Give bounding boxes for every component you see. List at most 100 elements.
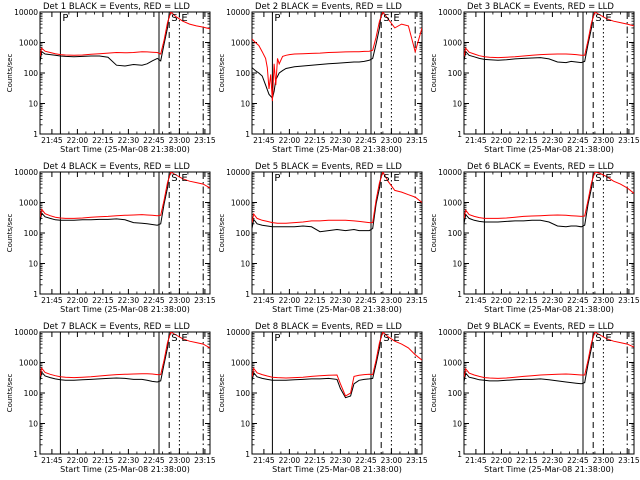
phase-marker-p: P (274, 333, 280, 344)
x-tick-label: 23:15 (618, 456, 640, 465)
x-tick-label: 22:30 (118, 296, 140, 305)
x-tick-label: 22:15 (304, 296, 326, 305)
x-tick-label: 23:15 (618, 296, 640, 305)
series-line-events (252, 173, 382, 233)
x-tick-label: 21:45 (253, 456, 275, 465)
y-tick-label: 10 (240, 100, 250, 109)
series-line-lld (464, 172, 634, 219)
x-tick-label: 22:30 (330, 456, 352, 465)
panel-title: Det 9 BLACK = Events, RED = LLD (467, 322, 614, 332)
y-tick-label: 1 (33, 450, 38, 459)
phase-marker-e: E (605, 13, 611, 24)
y-tick-label: 10000 (14, 168, 38, 177)
y-tick-label: 100 (236, 229, 251, 238)
x-tick-label: 22:15 (304, 456, 326, 465)
series-line-events (40, 173, 170, 226)
x-tick-label: 23:15 (194, 456, 216, 465)
x-tick-label: 22:00 (279, 296, 301, 305)
y-tick-label: 1000 (443, 39, 462, 48)
detector-panel-1: Det 1 BLACK = Events, RED = LLD 1 10 100 100… (6, 2, 216, 154)
y-tick-label: 1000 (19, 359, 38, 368)
phase-marker-e: E (393, 13, 399, 24)
plot-frame (39, 331, 211, 455)
x-tick-label: 23:00 (381, 136, 403, 145)
x-axis-label: Start Time (25-Mar-08 21:38:00) (272, 305, 402, 314)
x-tick-label: 22:00 (67, 296, 89, 305)
phase-marker-e: E (181, 173, 187, 184)
plot-frame (39, 171, 211, 295)
x-axis-label: Start Time (25-Mar-08 21:38:00) (272, 465, 402, 474)
y-tick-label: 10 (452, 420, 462, 429)
x-tick-label: 22:30 (118, 136, 140, 145)
series-line-lld (252, 172, 422, 224)
x-tick-label: 21:45 (465, 456, 487, 465)
y-axis-label: Counts/sec (430, 374, 438, 413)
x-tick-label: 22:45 (567, 456, 589, 465)
y-axis-label: Counts/sec (218, 214, 226, 253)
x-tick-label: 23:15 (618, 136, 640, 145)
y-tick-label: 1000 (231, 359, 250, 368)
y-axis-label: Counts/sec (6, 374, 14, 413)
panel-title: Det 3 BLACK = Events, RED = LLD (467, 2, 614, 12)
phase-marker-s: S (171, 13, 177, 24)
series-line-events (40, 333, 170, 383)
x-tick-label: 22:45 (355, 456, 377, 465)
y-axis-label: Counts/sec (6, 54, 14, 93)
x-tick-label: 22:45 (355, 296, 377, 305)
x-tick-label: 23:00 (593, 456, 615, 465)
x-tick-label: 22:30 (330, 296, 352, 305)
phase-marker-s: S (171, 173, 177, 184)
detector-panel-9: Det 9 BLACK = Events, RED = LLD 1 10 100 100… (430, 322, 640, 474)
series-line-lld (252, 332, 422, 397)
detector-panel-7: Det 7 BLACK = Events, RED = LLD 1 10 100 100… (6, 322, 216, 474)
y-tick-label: 100 (24, 69, 39, 78)
x-tick-label: 22:30 (542, 456, 564, 465)
phase-marker-s: S (171, 333, 177, 344)
detector-panel-4: Det 4 BLACK = Events, RED = LLD 1 10 100 100… (6, 162, 216, 314)
phase-marker-s: S (595, 173, 601, 184)
x-tick-label: 21:45 (465, 136, 487, 145)
x-tick-label: 22:00 (491, 136, 513, 145)
phase-marker-s: S (595, 13, 601, 24)
x-tick-label: 21:45 (41, 456, 63, 465)
x-axis-label: Start Time (25-Mar-08 21:38:00) (272, 145, 402, 154)
panel-title: Det 4 BLACK = Events, RED = LLD (43, 162, 190, 172)
x-tick-label: 23:15 (194, 296, 216, 305)
series-line-events (252, 333, 382, 399)
y-axis-label: Counts/sec (218, 374, 226, 413)
x-tick-label: 22:15 (516, 456, 538, 465)
y-tick-label: 1 (33, 290, 38, 299)
y-tick-label: 100 (24, 229, 39, 238)
x-tick-label: 22:15 (516, 136, 538, 145)
x-tick-label: 22:00 (67, 136, 89, 145)
x-tick-label: 22:45 (143, 456, 165, 465)
x-axis-label: Start Time (25-Mar-08 21:38:00) (60, 465, 190, 474)
phase-marker-s: S (595, 333, 601, 344)
plot-frame (463, 331, 635, 455)
x-axis-label: Start Time (25-Mar-08 21:38:00) (484, 465, 614, 474)
y-tick-label: 1000 (443, 199, 462, 208)
x-tick-label: 22:45 (143, 296, 165, 305)
x-tick-label: 22:45 (355, 136, 377, 145)
y-tick-label: 10000 (438, 168, 462, 177)
detector-panel-6: Det 6 BLACK = Events, RED = LLD 1 10 100 100… (430, 162, 640, 314)
phase-marker-p: P (62, 13, 68, 24)
y-tick-label: 10000 (438, 8, 462, 17)
x-tick-label: 22:00 (491, 456, 513, 465)
x-tick-label: 22:00 (279, 136, 301, 145)
y-tick-label: 1 (457, 130, 462, 139)
phase-marker-s: S (383, 173, 389, 184)
y-axis-label: Counts/sec (430, 214, 438, 253)
y-tick-label: 10 (28, 100, 38, 109)
series-line-events (40, 13, 170, 67)
x-tick-label: 23:00 (169, 136, 191, 145)
x-tick-label: 22:30 (542, 296, 564, 305)
panel-title: Det 6 BLACK = Events, RED = LLD (467, 162, 614, 172)
y-tick-label: 10 (452, 260, 462, 269)
x-axis-label: Start Time (25-Mar-08 21:38:00) (60, 145, 190, 154)
x-tick-label: 22:30 (118, 456, 140, 465)
y-tick-label: 1 (245, 130, 250, 139)
phase-marker-e: E (181, 13, 187, 24)
x-tick-label: 23:15 (194, 136, 216, 145)
phase-marker-s: S (383, 13, 389, 24)
